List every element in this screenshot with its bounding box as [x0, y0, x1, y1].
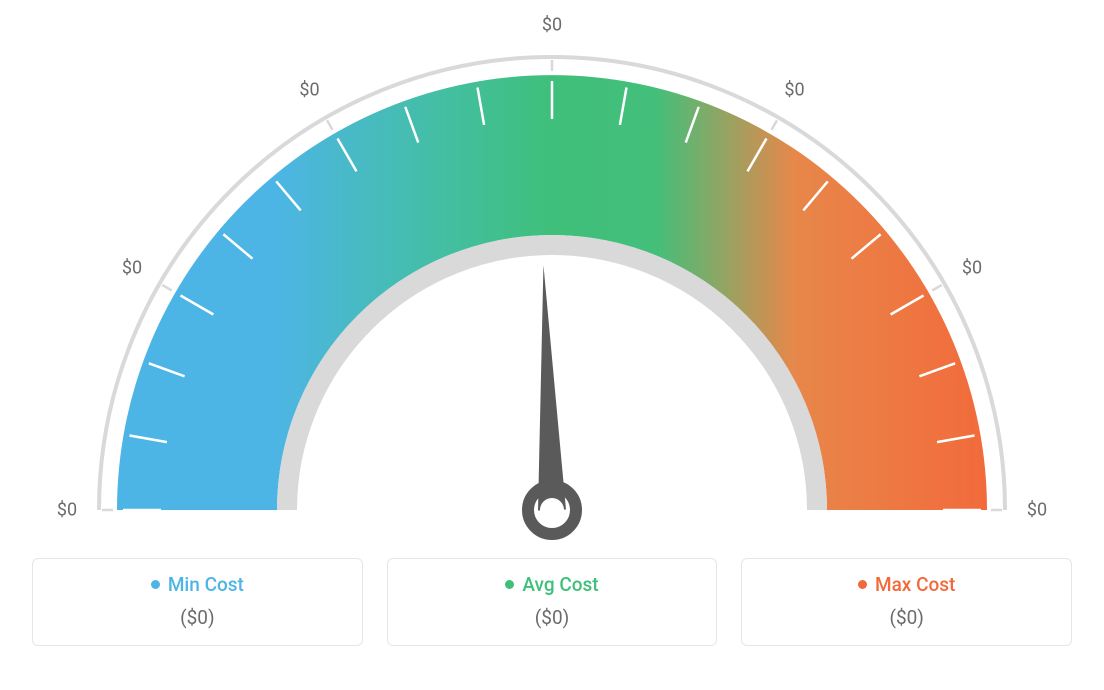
- gauge-major-tick: [772, 120, 778, 130]
- legend-dot-max: [858, 580, 867, 589]
- gauge-needle: [538, 265, 566, 510]
- legend-card-avg: Avg Cost ($0): [387, 558, 718, 646]
- legend-dot-min: [151, 580, 160, 589]
- gauge-major-tick: [162, 285, 172, 291]
- legend-label-avg: Avg Cost: [522, 573, 598, 596]
- gauge-tick-label: $0: [122, 257, 142, 278]
- legend-label-max: Max Cost: [875, 573, 955, 596]
- gauge-tick-label: $0: [542, 15, 562, 36]
- gauge-wrap: $0 $0 $0 $0 $0 $0 $0: [22, 10, 1082, 550]
- gauge-needle-hub-inner: [540, 498, 564, 522]
- gauge-tick-label: $0: [57, 500, 77, 521]
- legend-label-min: Min Cost: [168, 573, 244, 596]
- gauge-tick-label: $0: [784, 79, 804, 100]
- legend-card-min: Min Cost ($0): [32, 558, 363, 646]
- legend-card-max: Max Cost ($0): [741, 558, 1072, 646]
- gauge-svg: [22, 10, 1082, 550]
- legend-row: Min Cost ($0) Avg Cost ($0) Max Cost ($0…: [32, 558, 1072, 646]
- legend-value-avg: ($0): [398, 606, 707, 629]
- legend-value-max: ($0): [752, 606, 1061, 629]
- gauge-major-tick: [327, 120, 333, 130]
- gauge-tick-label: $0: [1027, 500, 1047, 521]
- gauge-chart-container: $0 $0 $0 $0 $0 $0 $0 Min Cost ($0) Avg Cost ($…: [0, 0, 1104, 690]
- gauge-tick-label: $0: [299, 79, 319, 100]
- legend-dot-avg: [505, 580, 514, 589]
- gauge-major-tick: [932, 285, 942, 291]
- gauge-tick-label: $0: [962, 257, 982, 278]
- legend-value-min: ($0): [43, 606, 352, 629]
